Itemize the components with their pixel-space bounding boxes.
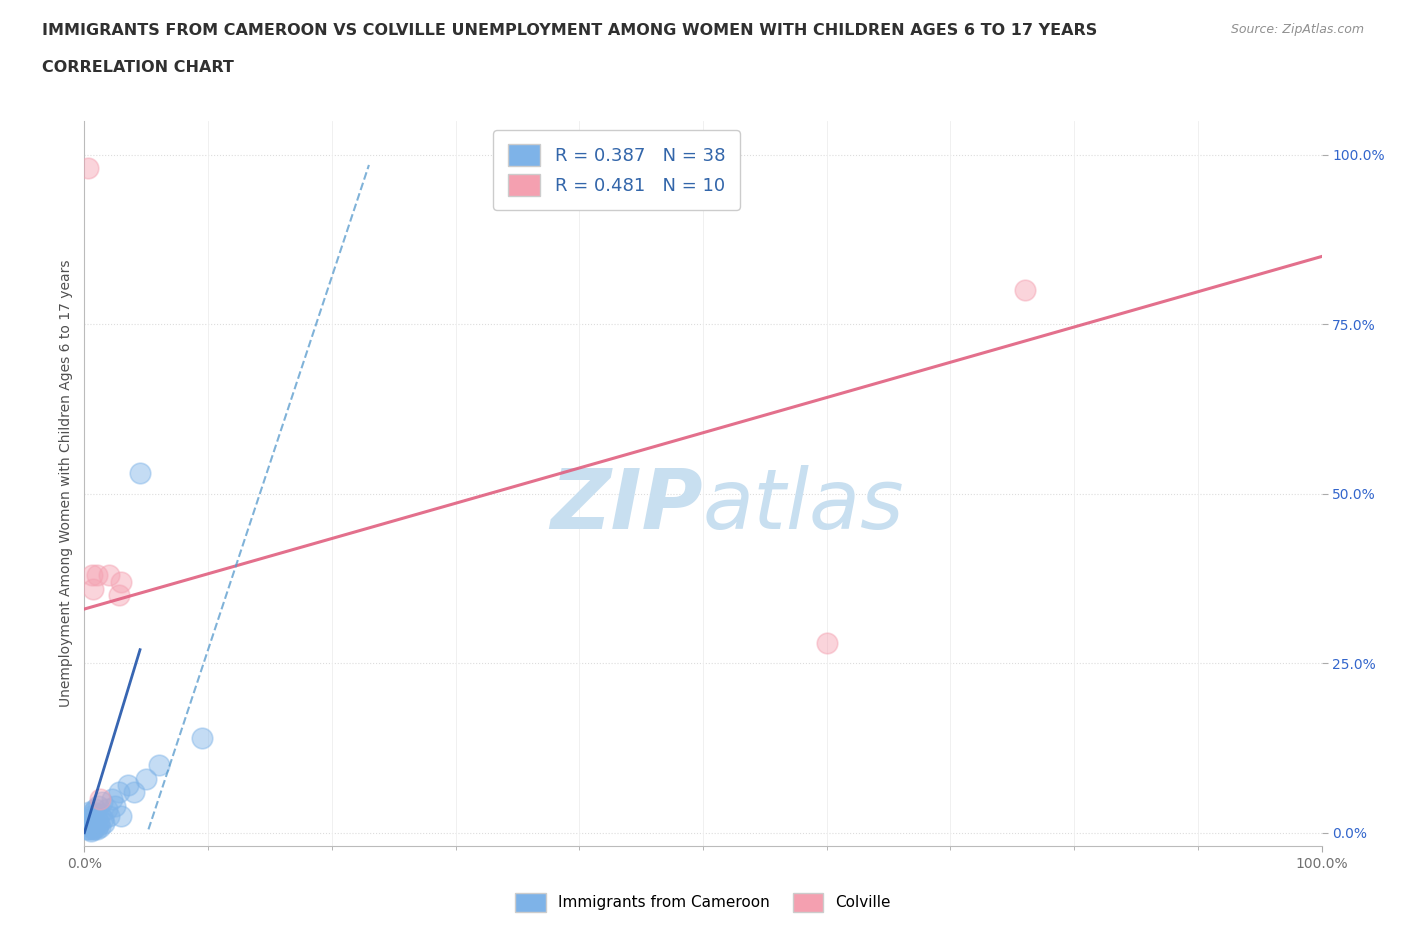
Point (90, 795, 112, 810)
Point (89, 806, 111, 821)
Point (76, 822, 98, 837)
Point (815, 635, 838, 650)
Point (93, 815, 115, 830)
Point (86, 567, 108, 582)
Point (77, 161, 100, 176)
Point (80, 822, 103, 837)
Legend: Immigrants from Cameroon, Colville: Immigrants from Cameroon, Colville (509, 887, 897, 918)
Point (89, 815, 111, 830)
Point (98, 567, 121, 582)
Text: CORRELATION CHART: CORRELATION CHART (42, 60, 233, 75)
Point (79, 808, 101, 823)
Point (79, 822, 101, 837)
Point (100, 791, 122, 806)
Point (86, 822, 108, 837)
Point (79, 805, 101, 820)
Point (86, 810, 108, 825)
Text: atlas: atlas (703, 465, 904, 546)
Point (108, 588, 131, 603)
Point (77, 818, 100, 833)
Point (84, 802, 107, 817)
Point (83, 813, 105, 828)
Point (110, 808, 132, 823)
Text: IMMIGRANTS FROM CAMEROON VS COLVILLE UNEMPLOYMENT AMONG WOMEN WITH CHILDREN AGES: IMMIGRANTS FROM CAMEROON VS COLVILLE UNE… (42, 23, 1098, 38)
Legend: R = 0.387   N = 38, R = 0.481   N = 10: R = 0.387 N = 38, R = 0.481 N = 10 (494, 130, 740, 210)
Point (82, 581, 104, 596)
Point (79, 823, 101, 838)
Point (89, 820, 111, 835)
Point (122, 785, 145, 800)
Point (87, 818, 110, 833)
Point (110, 575, 132, 590)
Point (91, 812, 114, 827)
Point (84, 818, 107, 833)
Point (135, 771, 157, 786)
Text: ZIP: ZIP (550, 465, 703, 546)
Y-axis label: Unemployment Among Women with Children Ages 6 to 17 years: Unemployment Among Women with Children A… (59, 259, 73, 708)
Point (79, 815, 101, 830)
Point (104, 798, 127, 813)
Point (77, 812, 100, 827)
Point (191, 730, 214, 745)
Point (83, 822, 105, 837)
Point (148, 758, 170, 773)
Point (98, 808, 121, 823)
Point (80, 812, 103, 827)
Point (82, 805, 104, 820)
Point (80, 567, 103, 582)
Point (87, 798, 110, 813)
Point (108, 785, 131, 800)
Point (117, 777, 139, 792)
Point (89, 791, 111, 806)
Text: Source: ZipAtlas.com: Source: ZipAtlas.com (1230, 23, 1364, 36)
Point (82, 820, 104, 835)
Point (96, 802, 118, 817)
Point (1014, 283, 1036, 298)
Point (129, 466, 152, 481)
